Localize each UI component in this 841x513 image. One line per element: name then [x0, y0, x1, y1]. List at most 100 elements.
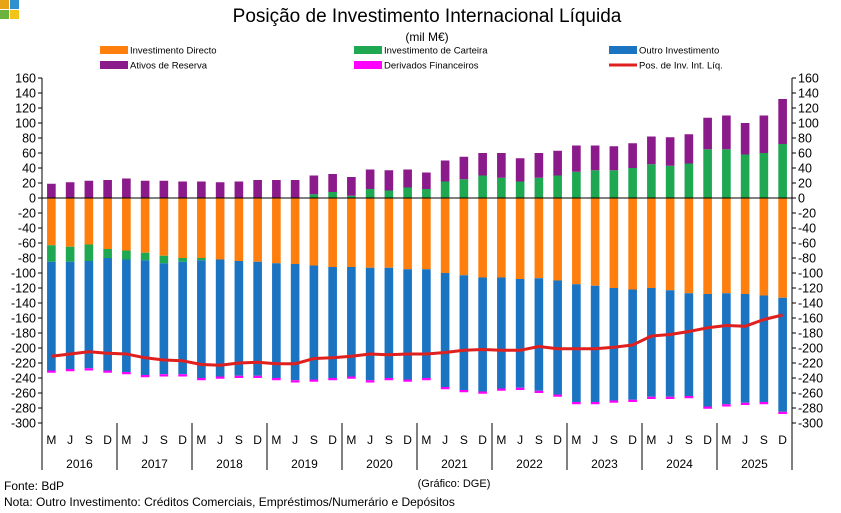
bar-investimento-de-carteira-34	[684, 163, 694, 198]
bar-derivados-financeiros-14	[309, 379, 319, 382]
bar-ativos-de-reserva-10	[234, 181, 244, 198]
x-tick-label-quarter: M	[721, 433, 731, 447]
bar-investimento-directo-10	[234, 198, 244, 261]
bar-investimento-de-carteira-28	[572, 171, 581, 198]
bar-outro-investimento-25	[515, 279, 525, 388]
bar-investimento-directo-21	[440, 198, 450, 273]
y-tick-label-left: -120	[11, 282, 36, 296]
bar-outro-investimento-37	[740, 294, 750, 403]
bar-outro-investimento-14	[309, 265, 319, 380]
bar-investimento-directo-23	[478, 198, 487, 278]
bar-investimento-directo-4	[122, 198, 131, 251]
x-tick-label-quarter: M	[421, 433, 431, 447]
bar-investimento-directo-29	[590, 198, 600, 286]
bar-derivados-financeiros-32	[647, 396, 656, 399]
bar-ativos-de-reserva-17	[365, 169, 375, 189]
bar-ativos-de-reserva-29	[590, 145, 600, 171]
bar-investimento-de-carteira-33	[665, 165, 675, 198]
bar-outro-investimento-10	[234, 261, 244, 376]
bar-investimento-directo-24	[497, 198, 506, 278]
bar-derivados-financeiros-9	[215, 376, 225, 379]
y-tick-label-left: -140	[11, 297, 36, 311]
bar-ativos-de-reserva-33	[665, 137, 675, 166]
bar-investimento-de-carteira-26	[534, 177, 544, 198]
bar-investimento-directo-38	[759, 198, 769, 296]
y-tick-label-right: 40	[798, 162, 812, 176]
bar-derivados-financeiros-0	[47, 370, 56, 373]
x-tick-label-quarter: J	[292, 433, 298, 447]
bar-investimento-de-carteira-21	[440, 181, 450, 198]
x-tick-label-quarter: D	[253, 433, 262, 447]
bar-investimento-directo-36	[722, 198, 731, 294]
bar-investimento-directo-39	[778, 198, 787, 298]
bar-outro-investimento-17	[365, 267, 375, 381]
bar-investimento-de-carteira-14	[309, 194, 319, 198]
y-tick-label-left: 160	[15, 72, 36, 86]
legend-label-investimento-de-carteira: Investimento de Carteira	[384, 46, 488, 57]
y-tick-label-left: -80	[18, 252, 36, 266]
x-tick-label-quarter: D	[703, 433, 712, 447]
bar-ativos-de-reserva-38	[759, 115, 769, 153]
bar-ativos-de-reserva-15	[328, 174, 337, 192]
x-tick-label-quarter: J	[67, 433, 73, 447]
bar-investimento-de-carteira-36	[722, 149, 731, 198]
bar-ativos-de-reserva-16	[347, 177, 356, 196]
y-tick-label-right: 140	[798, 87, 819, 101]
bar-outro-investimento-23	[478, 277, 487, 392]
bar-investimento-directo-2	[84, 198, 94, 245]
bar-derivados-financeiros-29	[590, 402, 600, 405]
x-tick-label-quarter: D	[478, 433, 487, 447]
y-tick-label-right: -80	[798, 252, 816, 266]
bar-ativos-de-reserva-2	[84, 180, 94, 198]
bar-investimento-directo-37	[740, 198, 750, 294]
bar-derivados-financeiros-17	[365, 380, 375, 383]
legend-swatch-outro-investimento	[609, 46, 637, 54]
x-tick-label-quarter: S	[235, 433, 243, 447]
bar-outro-investimento-19	[403, 269, 412, 380]
bar-ativos-de-reserva-9	[215, 182, 225, 198]
bar-investimento-directo-17	[365, 198, 375, 268]
bar-investimento-directo-19	[403, 198, 412, 270]
bar-derivados-financeiros-19	[403, 379, 412, 382]
y-tick-label-right: 0	[798, 192, 805, 206]
y-tick-label-right: -240	[798, 372, 823, 386]
bar-ativos-de-reserva-18	[384, 170, 394, 191]
bar-ativos-de-reserva-37	[740, 123, 750, 155]
bar-outro-investimento-34	[684, 293, 694, 396]
bar-investimento-de-carteira-30	[609, 170, 619, 198]
x-year-label: 2022	[516, 457, 543, 471]
y-tick-label-left: 0	[29, 192, 36, 206]
bar-ativos-de-reserva-14	[309, 175, 319, 195]
bar-investimento-de-carteira-22	[459, 179, 469, 198]
bar-derivados-financeiros-23	[478, 391, 487, 394]
bar-investimento-de-carteira-6	[159, 255, 169, 264]
bar-outro-investimento-13	[290, 264, 300, 381]
bar-ativos-de-reserva-25	[515, 158, 525, 182]
y-tick-label-left: -280	[11, 402, 36, 416]
bar-outro-investimento-28	[572, 284, 581, 402]
bar-outro-investimento-4	[122, 259, 131, 372]
bar-derivados-financeiros-30	[609, 400, 619, 403]
y-tick-label-left: 100	[15, 117, 36, 131]
x-tick-label-quarter: D	[553, 433, 562, 447]
bar-outro-investimento-24	[497, 277, 506, 389]
x-tick-label-quarter: J	[217, 433, 223, 447]
bar-derivados-financeiros-21	[440, 387, 450, 390]
bar-outro-investimento-12	[272, 263, 281, 378]
bar-ativos-de-reserva-23	[478, 153, 487, 176]
bar-investimento-directo-28	[572, 198, 581, 285]
y-tick-label-right: 160	[798, 72, 819, 86]
bar-investimento-directo-5	[140, 198, 150, 253]
x-tick-label-quarter: D	[178, 433, 187, 447]
bar-investimento-directo-6	[159, 198, 169, 256]
x-tick-label-quarter: J	[367, 433, 373, 447]
bar-outro-investimento-30	[609, 288, 619, 401]
bar-ativos-de-reserva-32	[647, 136, 656, 165]
bar-outro-investimento-1	[65, 261, 75, 369]
bar-investimento-de-carteira-35	[703, 149, 712, 198]
bar-ativos-de-reserva-36	[722, 115, 731, 150]
legend-label-investimento-directo: Investimento Directo	[130, 46, 217, 57]
bar-derivados-financeiros-24	[497, 388, 506, 391]
